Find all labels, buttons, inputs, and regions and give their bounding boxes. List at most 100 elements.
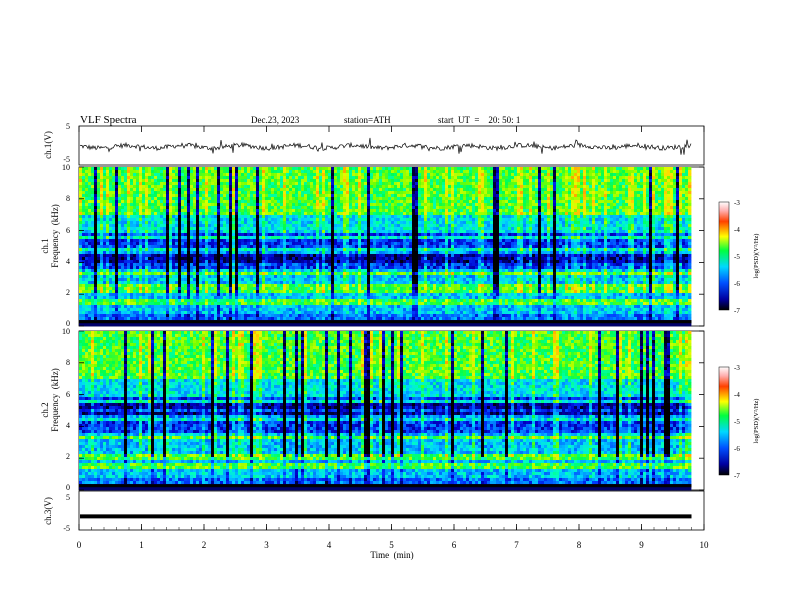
spectrogram-cell [118, 212, 121, 215]
spectrogram-cell [523, 188, 526, 191]
spectrogram-cell [607, 185, 610, 188]
spectrogram-cell [346, 224, 349, 227]
spectrogram-cell [487, 194, 490, 197]
spectrogram-cell [223, 215, 226, 218]
spectrogram-cell [541, 218, 544, 221]
spectrogram-cell [406, 197, 409, 200]
spectrogram-cell [337, 215, 340, 218]
spectrogram-cell [145, 185, 148, 188]
spectrogram-cell [442, 188, 445, 191]
spectrogram-cell [538, 191, 541, 194]
spectrogram-cell [175, 185, 178, 188]
spectrogram-cell [415, 197, 418, 200]
spectrogram-cell [652, 176, 655, 179]
spectrogram-cell [568, 227, 571, 230]
spectrogram-cell [157, 173, 160, 176]
spectrogram-cell [286, 227, 289, 230]
spectrogram-cell [283, 191, 286, 194]
spectrogram-cell [235, 206, 238, 209]
spectrogram-cell [331, 170, 334, 173]
spectrogram-cell [409, 221, 412, 224]
spectrogram-cell [388, 197, 391, 200]
spectrogram-cell [679, 170, 682, 173]
spectrogram-cell [259, 182, 262, 185]
spectrogram-cell [322, 194, 325, 197]
spectrogram-cell [307, 197, 310, 200]
spectrogram-cell [409, 176, 412, 179]
spectrogram-cell [574, 224, 577, 227]
spectrogram-cell [235, 185, 238, 188]
spectrogram-cell [226, 197, 229, 200]
spectrogram-cell [112, 233, 115, 236]
spectrogram-cell [373, 197, 376, 200]
spectrogram-cell [304, 176, 307, 179]
spectrogram-cell [157, 188, 160, 191]
spectrogram-cell [361, 191, 364, 194]
spectrogram-cell [619, 203, 622, 206]
spectrogram-cell [367, 194, 370, 197]
spectrogram-cell [496, 224, 499, 227]
spectrogram-cell [223, 218, 226, 221]
spectrogram-cell [250, 230, 253, 233]
spectrogram-cell [649, 215, 652, 218]
spectrogram-cell [610, 203, 613, 206]
spectrogram-cell [661, 215, 664, 218]
spectrogram-cell [490, 218, 493, 221]
spectrogram-cell [436, 191, 439, 194]
spectrogram-cell [619, 233, 622, 236]
spectrogram-cell [211, 191, 214, 194]
spectrogram-cell [382, 218, 385, 221]
spectrogram-cell [439, 179, 442, 182]
spectrogram-cell [85, 167, 88, 170]
spectrogram-cell [124, 206, 127, 209]
spectrogram-cell [367, 206, 370, 209]
spectrogram-cell [205, 194, 208, 197]
spectrogram-cell [229, 215, 232, 218]
spectrogram-cell [121, 203, 124, 206]
spectrogram-cell [91, 224, 94, 227]
spectrogram-cell [568, 236, 571, 239]
spectrogram-cell [262, 230, 265, 233]
spectrogram-cell [586, 200, 589, 203]
spectrogram-cell [448, 188, 451, 191]
spectrogram-cell [118, 236, 121, 239]
spectrogram-cell [106, 227, 109, 230]
spectrogram-cell [604, 188, 607, 191]
spectrogram-cell [682, 236, 685, 239]
spectrogram-cell [433, 209, 436, 212]
spectrogram-cell [331, 197, 334, 200]
spectrogram-cell [268, 197, 271, 200]
spectrogram-cell [646, 197, 649, 200]
spectrogram-cell [172, 230, 175, 233]
spectrogram-cell [94, 233, 97, 236]
spectrogram-cell [115, 182, 118, 185]
spectrogram-cell [127, 197, 130, 200]
spectrogram-cell [649, 230, 652, 233]
spectrogram-cell [490, 173, 493, 176]
spectrogram-cell [682, 170, 685, 173]
spectrogram-cell [634, 233, 637, 236]
spectrogram-cell [607, 203, 610, 206]
spectrogram-cell [370, 233, 373, 236]
spectrogram-cell [265, 236, 268, 239]
spectrogram-cell [448, 233, 451, 236]
spectrogram-cell [634, 209, 637, 212]
spectrogram-cell [316, 218, 319, 221]
spectrogram-cell [376, 191, 379, 194]
spectrogram-cell [124, 230, 127, 233]
spectrogram-cell [487, 170, 490, 173]
spectrogram-cell [685, 179, 688, 182]
spectrogram-cell [205, 188, 208, 191]
spectrogram-cell [634, 215, 637, 218]
spectrogram-cell [133, 179, 136, 182]
spectrogram-cell [448, 215, 451, 218]
spectrogram-cell [295, 227, 298, 230]
spectrogram-cell [274, 182, 277, 185]
spectrogram-cell [208, 167, 211, 170]
spectrogram-cell [493, 212, 496, 215]
spectrogram-cell [670, 221, 673, 224]
spectrogram-cell [229, 209, 232, 212]
spectrogram-cell [163, 179, 166, 182]
spectrogram-cell [517, 230, 520, 233]
spectrogram-cell [202, 197, 205, 200]
